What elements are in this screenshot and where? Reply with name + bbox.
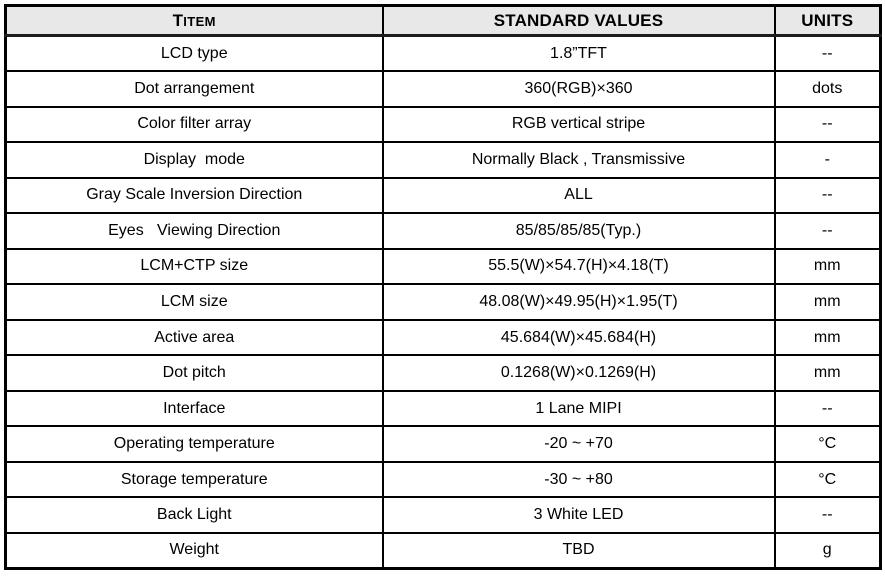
table-row: LCM size 48.08(W)×49.95(H)×1.95(T) mm	[4, 283, 882, 321]
item-cell: Gray Scale Inversion Direction	[4, 176, 384, 215]
table-row: Eyes Viewing Direction 85/85/85/85(Typ.) -…	[4, 212, 882, 250]
header-item-initial: T	[172, 10, 184, 30]
unit-cell: °C	[773, 425, 882, 463]
table-row: Color filter array RGB vertical stripe --	[4, 105, 882, 144]
table-row: Interface 1 Lane MIPI --	[4, 389, 882, 428]
table-row: LCD type 1.8”TFT --	[4, 34, 882, 73]
value-cell: 55.5(W)×54.7(H)×4.18(T)	[381, 247, 776, 286]
value-cell: 1 Lane MIPI	[381, 389, 776, 428]
item-cell: Display mode	[4, 141, 384, 179]
header-cell-standard-values: STANDARD VALUES	[381, 4, 776, 37]
item-cell: Interface	[4, 389, 384, 428]
item-cell: Storage temperature	[4, 460, 384, 499]
item-cell: Color filter array	[4, 105, 384, 144]
header-item-rest: ITEM	[183, 13, 216, 29]
item-cell: Dot arrangement	[4, 70, 384, 108]
unit-cell: --	[773, 212, 882, 250]
spec-table-head: TITEM STANDARD VALUES UNITS	[4, 4, 882, 37]
unit-cell: dots	[773, 70, 882, 108]
unit-cell: mm	[773, 247, 882, 286]
value-cell: 3 White LED	[381, 496, 776, 534]
unit-cell: --	[773, 105, 882, 144]
header-cell-item: TITEM	[4, 4, 384, 37]
value-cell: TBD	[381, 531, 776, 570]
item-cell: Weight	[4, 531, 384, 570]
item-cell: LCD type	[4, 34, 384, 73]
unit-cell: mm	[773, 354, 882, 392]
table-row: Operating temperature -20 ~ +70 °C	[4, 425, 882, 463]
table-row: Dot pitch 0.1268(W)×0.1269(H) mm	[4, 354, 882, 392]
value-cell: -20 ~ +70	[381, 425, 776, 463]
table-row: Gray Scale Inversion Direction ALL --	[4, 176, 882, 215]
unit-cell: --	[773, 34, 882, 73]
item-cell: Operating temperature	[4, 425, 384, 463]
value-cell: RGB vertical stripe	[381, 105, 776, 144]
value-cell: -30 ~ +80	[381, 460, 776, 499]
item-cell: Eyes Viewing Direction	[4, 212, 384, 250]
item-cell: LCM size	[4, 283, 384, 321]
value-cell: 85/85/85/85(Typ.)	[381, 212, 776, 250]
value-cell: 360(RGB)×360	[381, 70, 776, 108]
table-row: Active area 45.684(W)×45.684(H) mm	[4, 318, 882, 357]
value-cell: ALL	[381, 176, 776, 215]
value-cell: 0.1268(W)×0.1269(H)	[381, 354, 776, 392]
value-cell: 1.8”TFT	[381, 34, 776, 73]
table-row: LCM+CTP size 55.5(W)×54.7(H)×4.18(T) mm	[4, 247, 882, 286]
unit-cell: --	[773, 389, 882, 428]
unit-cell: mm	[773, 318, 882, 357]
value-cell: 45.684(W)×45.684(H)	[381, 318, 776, 357]
unit-cell: --	[773, 496, 882, 534]
table-row: Weight TBD g	[4, 531, 882, 570]
value-cell: 48.08(W)×49.95(H)×1.95(T)	[381, 283, 776, 321]
table-row: Dot arrangement 360(RGB)×360 dots	[4, 70, 882, 108]
item-cell: LCM+CTP size	[4, 247, 384, 286]
spec-table-body: LCD type 1.8”TFT -- Dot arrangement 360(RGB)…	[4, 34, 882, 570]
table-row: Storage temperature -30 ~ +80 °C	[4, 460, 882, 499]
header-row: TITEM STANDARD VALUES UNITS	[4, 4, 882, 37]
value-cell: Normally Black , Transmissive	[381, 141, 776, 179]
unit-cell: g	[773, 531, 882, 570]
spec-table: TITEM STANDARD VALUES UNITS LCD type 1.8”…	[4, 4, 882, 570]
table-row: Display mode Normally Black , Transmissiv…	[4, 141, 882, 179]
item-cell: Active area	[4, 318, 384, 357]
unit-cell: --	[773, 176, 882, 215]
header-cell-units: UNITS	[773, 4, 882, 37]
item-cell: Back Light	[4, 496, 384, 534]
unit-cell: mm	[773, 283, 882, 321]
unit-cell: -	[773, 141, 882, 179]
unit-cell: °C	[773, 460, 882, 499]
item-cell: Dot pitch	[4, 354, 384, 392]
table-row: Back Light 3 White LED --	[4, 496, 882, 534]
